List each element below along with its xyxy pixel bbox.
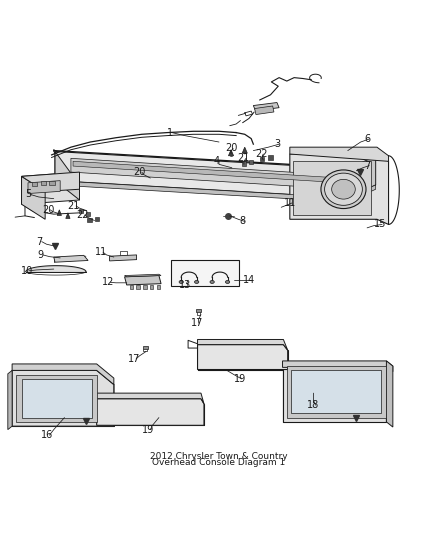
Text: 12: 12 <box>102 277 114 287</box>
Polygon shape <box>57 210 61 215</box>
FancyBboxPatch shape <box>171 261 239 286</box>
Text: 13: 13 <box>180 280 192 290</box>
Ellipse shape <box>226 280 230 284</box>
Polygon shape <box>242 161 246 166</box>
Polygon shape <box>242 147 247 153</box>
Polygon shape <box>229 150 233 156</box>
Polygon shape <box>283 361 386 422</box>
Polygon shape <box>12 370 114 426</box>
Polygon shape <box>268 155 272 159</box>
Polygon shape <box>21 176 45 219</box>
Polygon shape <box>143 346 148 349</box>
Polygon shape <box>291 370 381 413</box>
Polygon shape <box>87 218 92 222</box>
Text: 4: 4 <box>214 156 220 166</box>
Text: 10: 10 <box>21 266 33 276</box>
Text: 21: 21 <box>238 154 250 163</box>
Polygon shape <box>348 156 376 198</box>
Ellipse shape <box>210 280 214 284</box>
Polygon shape <box>110 255 137 261</box>
Polygon shape <box>293 161 371 215</box>
Polygon shape <box>55 151 79 200</box>
Text: 11: 11 <box>284 198 296 208</box>
Polygon shape <box>21 172 79 204</box>
Ellipse shape <box>332 180 355 199</box>
Text: 6: 6 <box>364 134 370 144</box>
Polygon shape <box>143 285 147 289</box>
Polygon shape <box>198 345 288 369</box>
Text: 21: 21 <box>68 201 80 211</box>
Polygon shape <box>55 151 376 198</box>
Text: 8: 8 <box>240 216 246 227</box>
Polygon shape <box>290 147 389 161</box>
Polygon shape <box>130 285 133 289</box>
Polygon shape <box>290 154 389 224</box>
Polygon shape <box>79 208 82 213</box>
Polygon shape <box>386 361 393 427</box>
Ellipse shape <box>194 280 199 284</box>
Text: 17: 17 <box>191 318 203 328</box>
Text: Overhead Console Diagram 1: Overhead Console Diagram 1 <box>152 458 286 467</box>
Text: 5: 5 <box>25 189 31 199</box>
Polygon shape <box>124 276 161 285</box>
Polygon shape <box>260 157 264 161</box>
Polygon shape <box>66 213 70 219</box>
Text: 7: 7 <box>36 237 42 247</box>
Polygon shape <box>55 181 376 202</box>
Polygon shape <box>97 393 204 404</box>
Polygon shape <box>287 366 385 417</box>
Text: 9: 9 <box>38 250 44 260</box>
Text: 22: 22 <box>76 210 89 220</box>
Polygon shape <box>73 161 341 183</box>
Polygon shape <box>198 340 288 350</box>
Polygon shape <box>124 274 161 277</box>
Polygon shape <box>49 181 55 185</box>
Polygon shape <box>283 361 393 372</box>
Text: 18: 18 <box>307 400 320 410</box>
Text: 19: 19 <box>142 425 154 434</box>
Polygon shape <box>250 160 253 164</box>
Ellipse shape <box>179 280 184 284</box>
Text: 14: 14 <box>243 275 255 285</box>
Ellipse shape <box>325 173 362 205</box>
Polygon shape <box>95 217 99 221</box>
Polygon shape <box>54 149 377 185</box>
Polygon shape <box>8 370 12 430</box>
Text: 20: 20 <box>134 167 146 177</box>
Text: 15: 15 <box>374 220 386 229</box>
Polygon shape <box>86 212 90 216</box>
Text: 20: 20 <box>225 143 237 154</box>
Polygon shape <box>12 364 114 384</box>
Polygon shape <box>150 285 153 289</box>
Polygon shape <box>71 158 343 189</box>
Polygon shape <box>21 379 92 417</box>
Text: 20: 20 <box>42 205 54 215</box>
Ellipse shape <box>321 170 366 208</box>
Text: 17: 17 <box>128 354 140 364</box>
Text: 3: 3 <box>274 139 280 149</box>
Text: 16: 16 <box>41 430 53 440</box>
Text: 1: 1 <box>166 127 173 138</box>
Text: 2012 Chrysler Town & Country: 2012 Chrysler Town & Country <box>150 451 288 461</box>
Polygon shape <box>196 310 201 312</box>
Polygon shape <box>97 399 204 425</box>
Polygon shape <box>21 172 79 191</box>
Text: 19: 19 <box>233 374 246 384</box>
Polygon shape <box>28 181 60 193</box>
Text: 11: 11 <box>95 247 107 257</box>
Text: 7: 7 <box>364 160 370 171</box>
Text: 22: 22 <box>255 149 267 159</box>
Polygon shape <box>253 102 279 111</box>
Polygon shape <box>54 255 88 262</box>
Polygon shape <box>254 106 274 115</box>
Polygon shape <box>16 375 97 422</box>
Polygon shape <box>157 285 160 289</box>
Polygon shape <box>137 285 140 289</box>
Polygon shape <box>32 182 37 186</box>
Polygon shape <box>41 181 46 185</box>
